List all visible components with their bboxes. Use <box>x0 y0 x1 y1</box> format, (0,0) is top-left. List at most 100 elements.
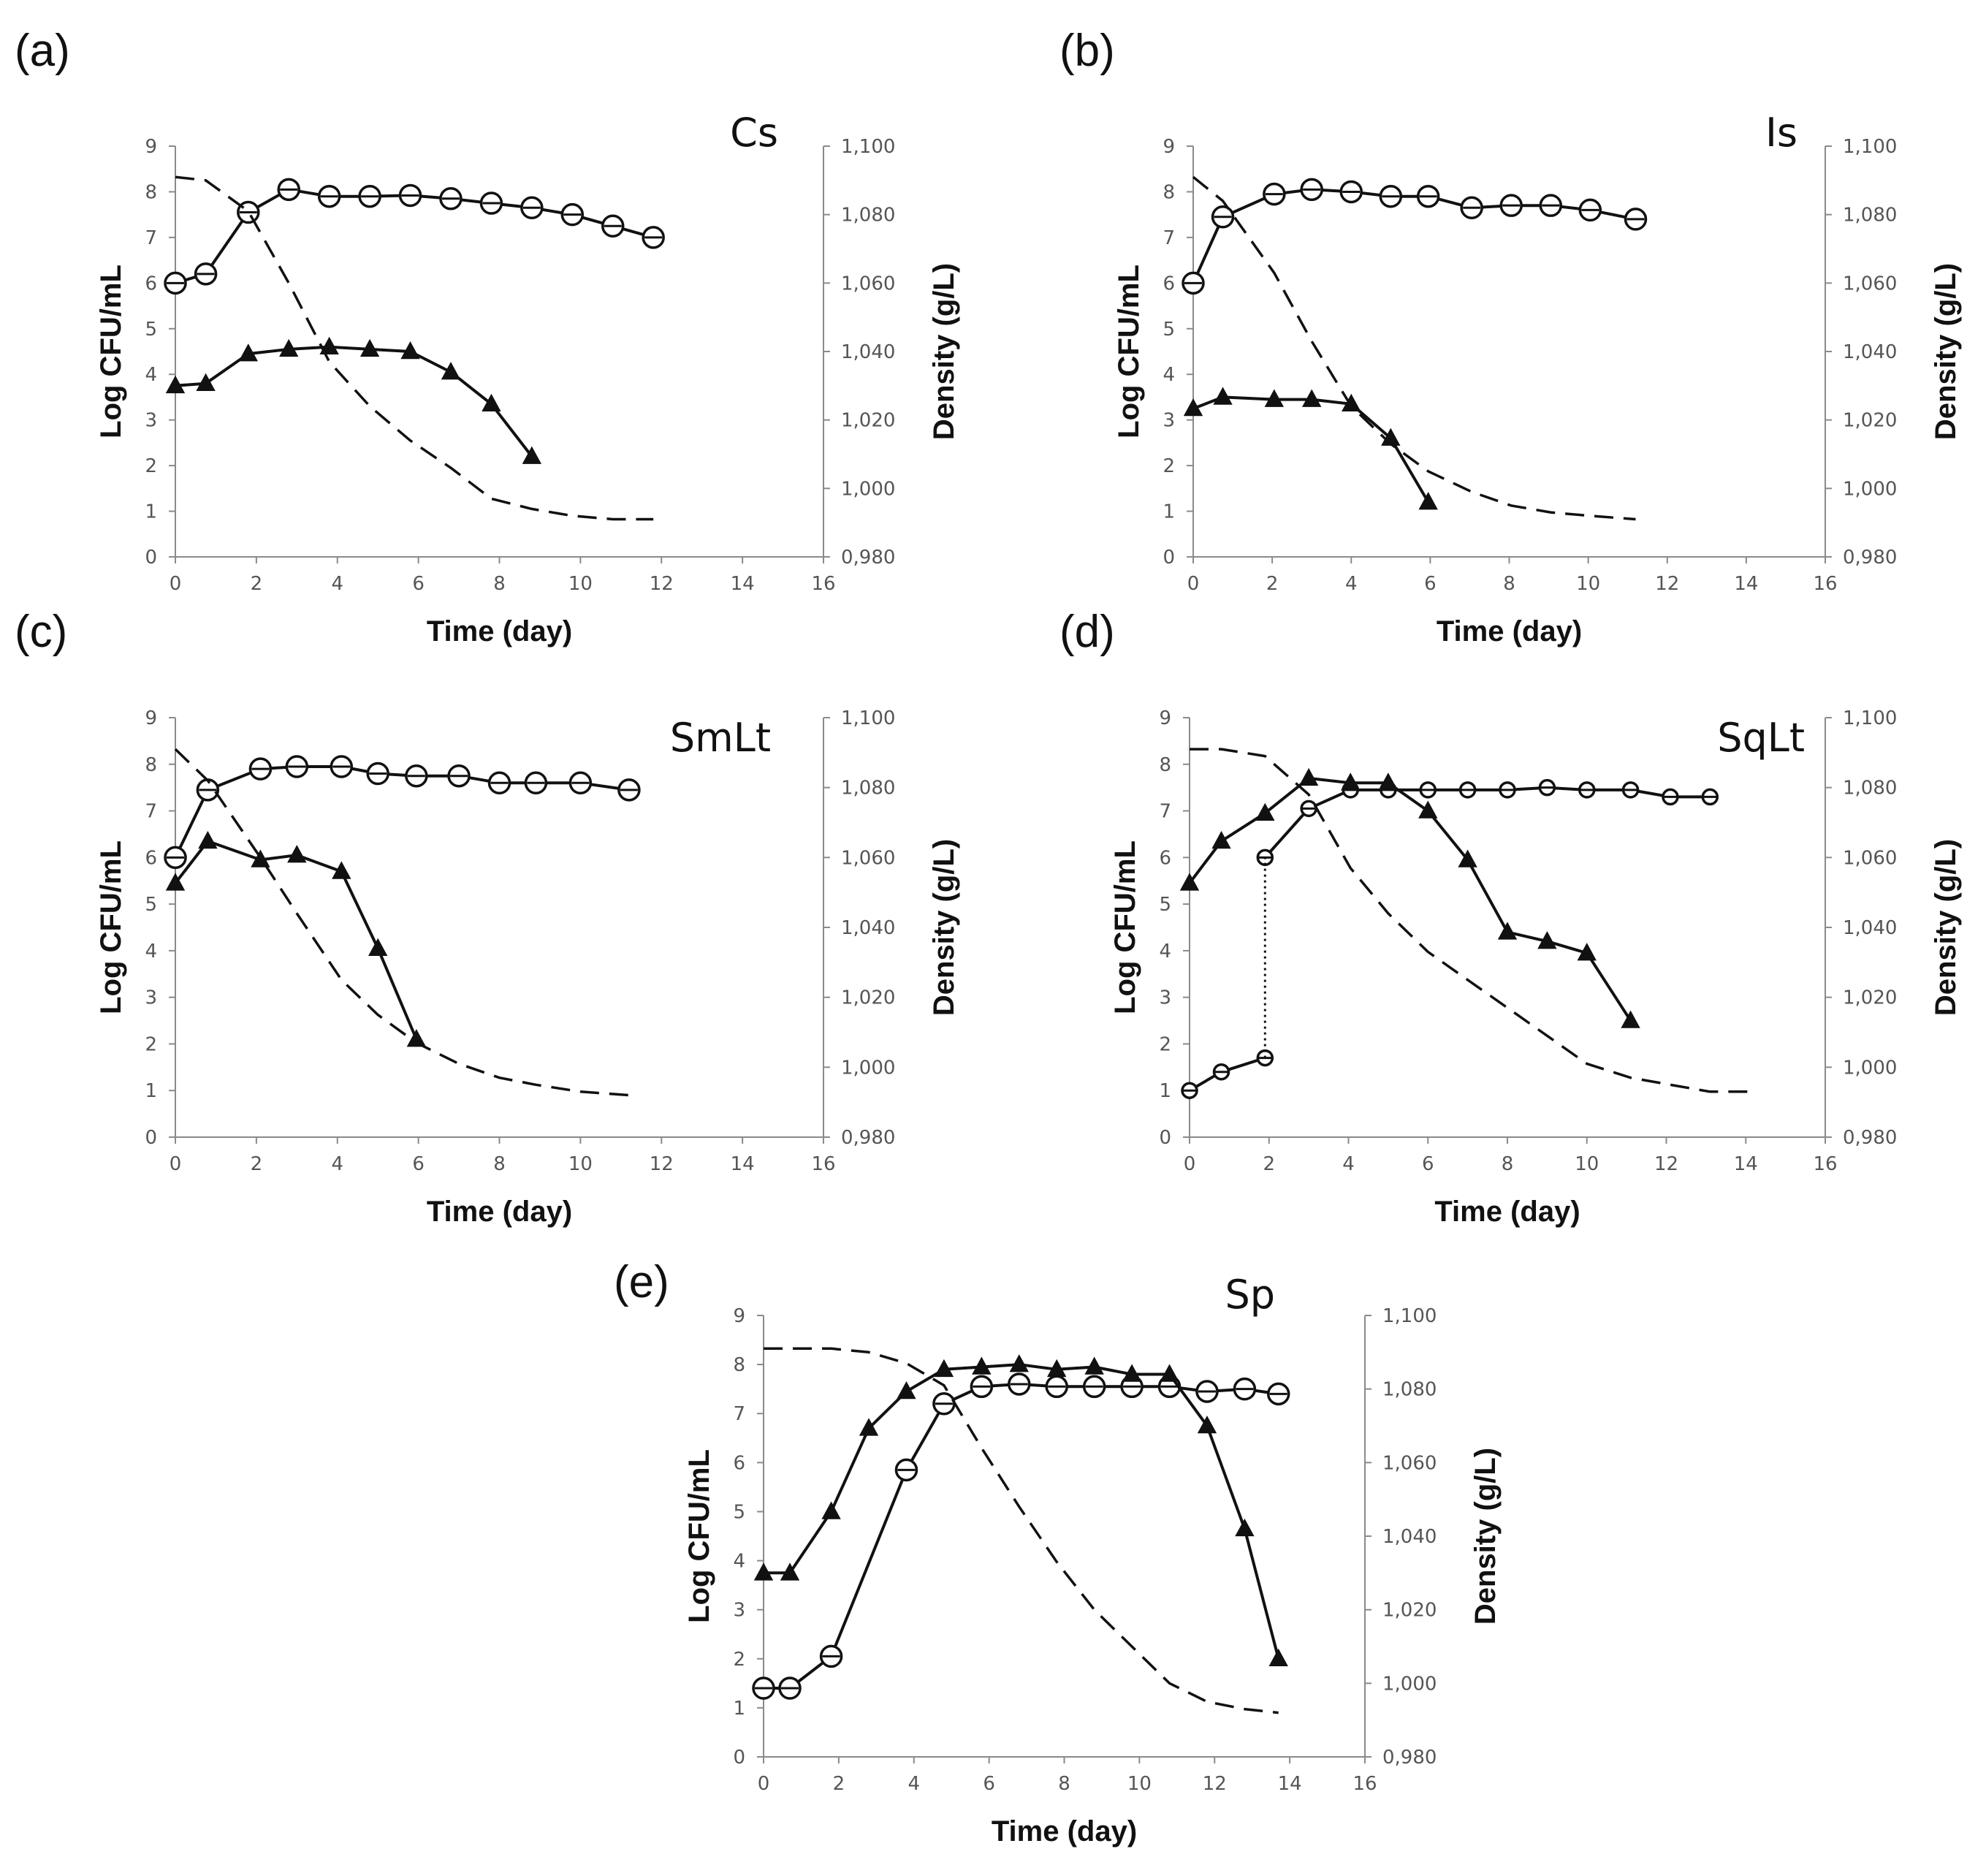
x-tick-label: 14 <box>1734 1153 1758 1175</box>
x-tick-label: 8 <box>493 573 506 595</box>
y-right-tick-label: 1,020 <box>1382 1600 1437 1622</box>
triangle-marker <box>1378 772 1399 791</box>
x-tick-label: 16 <box>1813 1153 1837 1175</box>
triangle-marker <box>1418 492 1438 510</box>
triangle-marker <box>238 343 258 362</box>
triangle-marker <box>1341 772 1361 791</box>
y-left-tick-label: 8 <box>733 1354 745 1376</box>
x-tick-label: 6 <box>983 1773 995 1795</box>
x-axis-title: Time (day) <box>1437 615 1582 648</box>
triangle-marker <box>1497 922 1518 940</box>
y-left-tick-label: 7 <box>1159 801 1171 823</box>
x-tick-label: 6 <box>1422 1153 1434 1175</box>
y-right-tick-label: 1,060 <box>841 273 895 295</box>
y-left-tick-label: 1 <box>733 1698 745 1720</box>
series-4 <box>1179 767 1640 1028</box>
series-1 <box>1181 1049 1274 1099</box>
y-left-tick-label: 0 <box>145 547 157 569</box>
x-tick-label: 16 <box>811 1153 835 1175</box>
series-1 <box>1182 178 1648 295</box>
y-left-tick-label: 1 <box>145 501 157 523</box>
y-left-tick-label: 2 <box>1159 1033 1171 1055</box>
x-tick-label: 12 <box>650 573 674 595</box>
y-left-tick-label: 9 <box>145 136 157 158</box>
series-1 <box>752 1372 1290 1700</box>
y-left-tick-label: 3 <box>1163 410 1175 432</box>
x-tick-label: 10 <box>1127 1773 1152 1795</box>
triangle-marker <box>1577 943 1597 961</box>
x-tick-label: 4 <box>331 573 343 595</box>
series-line <box>174 765 630 859</box>
series-2 <box>753 1354 1288 1667</box>
x-tick-label: 14 <box>1734 573 1758 595</box>
y-left-tick-label: 4 <box>145 941 157 962</box>
y-left-tick-label: 7 <box>733 1403 745 1425</box>
triangle-marker <box>1047 1359 1067 1378</box>
x-tick-label: 0 <box>758 1773 770 1795</box>
x-tick-label: 4 <box>908 1773 920 1795</box>
series-2 <box>1183 387 1438 510</box>
y-right-tick-label: 1,060 <box>841 847 895 869</box>
series-line <box>174 748 630 1097</box>
y-axis-right-title: Density (g/L) <box>928 263 960 440</box>
x-tick-label: 12 <box>1655 573 1679 595</box>
y-right-tick-label: 1,060 <box>1843 273 1897 295</box>
y-left-tick-label: 1 <box>145 1080 157 1102</box>
triangle-marker <box>359 338 380 357</box>
series-2 <box>165 830 427 1047</box>
triangle-marker <box>1301 389 1322 407</box>
series-line <box>1192 175 1636 521</box>
triangle-marker <box>1235 1518 1255 1537</box>
y-left-tick-label: 1 <box>1159 1080 1171 1102</box>
x-axis-title: Time (day) <box>1434 1196 1580 1228</box>
y-axis-right-title: Density (g/L) <box>928 839 960 1016</box>
y-left-tick-label: 8 <box>145 754 157 776</box>
triangle-marker <box>1211 830 1231 849</box>
y-right-tick-label: 1,040 <box>1843 917 1897 939</box>
y-axis-right-title: Density (g/L) <box>1930 263 1962 440</box>
y-left-tick-label: 6 <box>733 1452 745 1474</box>
triangle-marker <box>897 1381 916 1400</box>
series-3 <box>174 748 630 1097</box>
x-tick-label: 2 <box>833 1773 845 1795</box>
x-tick-label: 2 <box>1263 1153 1275 1175</box>
y-right-tick-label: 1,000 <box>1843 478 1897 500</box>
y-left-tick-label: 2 <box>733 1649 745 1671</box>
triangle-marker <box>1298 767 1319 786</box>
panel-label: (a) <box>15 26 70 76</box>
x-tick-label: 0 <box>170 573 182 595</box>
series-line <box>1263 786 1711 859</box>
y-right-tick-label: 1,040 <box>841 917 895 939</box>
panel-label: (d) <box>1059 607 1115 657</box>
series-line <box>764 1347 1279 1714</box>
triangle-marker <box>279 338 299 357</box>
y-right-tick-label: 1,040 <box>1843 341 1897 363</box>
x-tick-label: 14 <box>731 573 755 595</box>
y-left-tick-label: 6 <box>145 273 157 295</box>
x-tick-label: 8 <box>1502 1153 1514 1175</box>
series-2 <box>165 336 542 464</box>
y-right-tick-label: 0,980 <box>1843 547 1897 569</box>
y-right-tick-label: 1,020 <box>841 987 895 1009</box>
x-axis-title: Time (day) <box>427 615 572 648</box>
triangle-marker <box>1084 1356 1104 1375</box>
series-3 <box>1192 175 1636 521</box>
triangle-marker <box>482 393 501 412</box>
x-tick-label: 10 <box>1576 573 1600 595</box>
y-right-tick-label: 1,080 <box>841 205 895 227</box>
y-axis-left-title: Log CFU/mL <box>1109 840 1141 1014</box>
y-right-tick-label: 1,040 <box>1382 1526 1437 1548</box>
x-tick-label: 12 <box>1654 1153 1678 1175</box>
y-right-tick-label: 1,100 <box>841 136 895 158</box>
y-right-tick-label: 1,100 <box>841 707 895 729</box>
y-axis-left-title: Log CFU/mL <box>1113 265 1145 438</box>
series-1 <box>164 755 641 870</box>
y-axis-left-title: Log CFU/mL <box>683 1449 715 1623</box>
y-left-tick-label: 8 <box>1159 754 1171 776</box>
series-3 <box>175 175 654 521</box>
y-left-tick-label: 4 <box>1159 941 1171 962</box>
y-left-tick-label: 5 <box>1159 894 1171 916</box>
triangle-marker <box>1213 387 1233 405</box>
